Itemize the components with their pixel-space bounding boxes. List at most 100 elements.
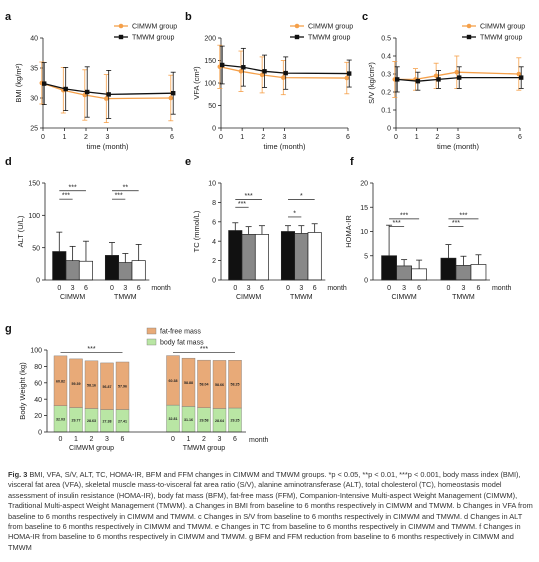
x-tick-label: 0: [171, 436, 175, 443]
data-point: [106, 92, 111, 97]
x-tick-label: 1: [74, 436, 78, 443]
significance-label: *: [293, 210, 296, 217]
y-tick-label: 5: [364, 253, 368, 260]
y-tick-label: 35: [30, 66, 38, 73]
data-point: [344, 75, 350, 81]
y-tick-label: 10: [360, 229, 368, 236]
bar: [254, 234, 269, 281]
significance-label: ***: [62, 193, 70, 200]
data-point: [238, 69, 244, 74]
y-axis-title: Body Weight (kg): [18, 362, 27, 420]
data-label: 27.41: [118, 419, 127, 423]
bar-segment-fat-free: [197, 359, 211, 408]
legend-label: body fat mass: [160, 340, 204, 347]
data-point: [259, 72, 265, 78]
y-tick-label: 200: [204, 36, 216, 43]
y-tick-label: 8: [212, 200, 216, 207]
y-tick-label: 2: [212, 258, 216, 265]
x-tick-label: 2: [90, 436, 94, 443]
data-point: [104, 96, 109, 101]
bar: [470, 264, 487, 281]
y-axis-title: ALT (U/L): [16, 215, 25, 247]
x-tick-label: 0: [41, 134, 45, 141]
x-tick-label: 3: [247, 285, 251, 292]
x-tick-label: 6: [84, 285, 88, 292]
data-label: 29.25: [231, 419, 240, 423]
group-label: CIMWM group: [69, 445, 114, 452]
bar: [104, 255, 120, 281]
bar-segment-fat-free: [212, 360, 227, 409]
y-tick-label: 0: [36, 278, 40, 285]
x-tick-label: 6: [121, 436, 125, 443]
x-tick-label: 6: [170, 134, 174, 141]
x-tick-label: 3: [283, 134, 287, 141]
data-label: 32.81: [169, 417, 178, 421]
bar-segment-fat-free: [53, 355, 68, 406]
group-label: TMWM: [290, 294, 313, 301]
panel-letter: d: [5, 156, 12, 168]
y-tick-label: 20: [360, 181, 368, 188]
x-tick-label: 6: [233, 436, 237, 443]
y-tick-label: 150: [204, 58, 216, 65]
y-tick-label: 4: [212, 239, 216, 246]
x-tick-label: 3: [461, 285, 465, 292]
data-label: 27.38: [103, 419, 112, 423]
data-point: [454, 69, 460, 75]
data-point: [436, 77, 441, 82]
bar: [455, 265, 472, 281]
y-tick-label: 30: [30, 96, 38, 103]
legend-marker: [118, 34, 124, 40]
x-tick-label: 6: [260, 285, 264, 292]
data-label: 29.77: [72, 418, 81, 422]
y-tick-label: 0.1: [381, 108, 391, 115]
bar: [78, 260, 93, 281]
x-axis-title: time (month): [86, 142, 129, 151]
bar: [396, 265, 412, 281]
bar: [280, 231, 296, 281]
y-tick-label: 20: [34, 413, 42, 420]
legend-label: TMWM group: [308, 35, 351, 42]
panel-letter: b: [185, 11, 192, 23]
bar-segment-fat-free: [100, 362, 114, 410]
x-tick-label: 3: [71, 285, 75, 292]
panel-letter: a: [5, 11, 12, 23]
data-point: [457, 75, 462, 80]
x-tick-label: 0: [387, 285, 391, 292]
data-label: 58.88: [184, 381, 193, 385]
y-tick-label: 40: [34, 397, 42, 404]
bar-segment-fat-free: [69, 358, 83, 408]
y-tick-label: 0: [387, 126, 391, 133]
x-tick-label: 2: [84, 134, 88, 141]
data-label: 58.16: [87, 383, 96, 387]
y-tick-label: 0.5: [381, 36, 391, 43]
significance-label: *: [300, 193, 303, 200]
data-point: [395, 77, 400, 82]
data-label: 31.16: [184, 418, 193, 422]
data-point: [241, 65, 246, 70]
legend-label: TMWM group: [480, 35, 523, 42]
caption-text: BMI, VFA, S/V, ALT, TC, HOMA-IR, BFM and…: [8, 470, 533, 552]
bar: [411, 268, 427, 281]
group-label: CIMWM: [236, 294, 261, 301]
legend-label: CIMWM group: [480, 24, 525, 31]
legend-marker: [294, 23, 300, 29]
data-label: 58.04: [200, 383, 209, 387]
data-point: [433, 73, 439, 79]
x-tick-label: 0: [233, 285, 237, 292]
x-tick-label: 2: [261, 134, 265, 141]
significance-label: ***: [452, 220, 460, 227]
data-label: 60.82: [56, 379, 65, 383]
x-tick-label: 0: [286, 285, 290, 292]
x-tick-label: 1: [63, 134, 67, 141]
x-tick-label: 6: [313, 285, 317, 292]
x-tick-label: 1: [187, 436, 191, 443]
y-tick-label: 40: [30, 36, 38, 43]
bar: [440, 257, 457, 281]
y-tick-label: 10: [208, 181, 216, 188]
legend-swatch: [146, 338, 157, 346]
bar: [241, 234, 256, 281]
x-tick-label: 6: [518, 134, 522, 141]
legend-marker: [466, 23, 472, 29]
chart-panel-b: b 0 50 100 150 200 VFA (cm²) 0 1 2 3 6 time (month) C…: [185, 11, 353, 151]
